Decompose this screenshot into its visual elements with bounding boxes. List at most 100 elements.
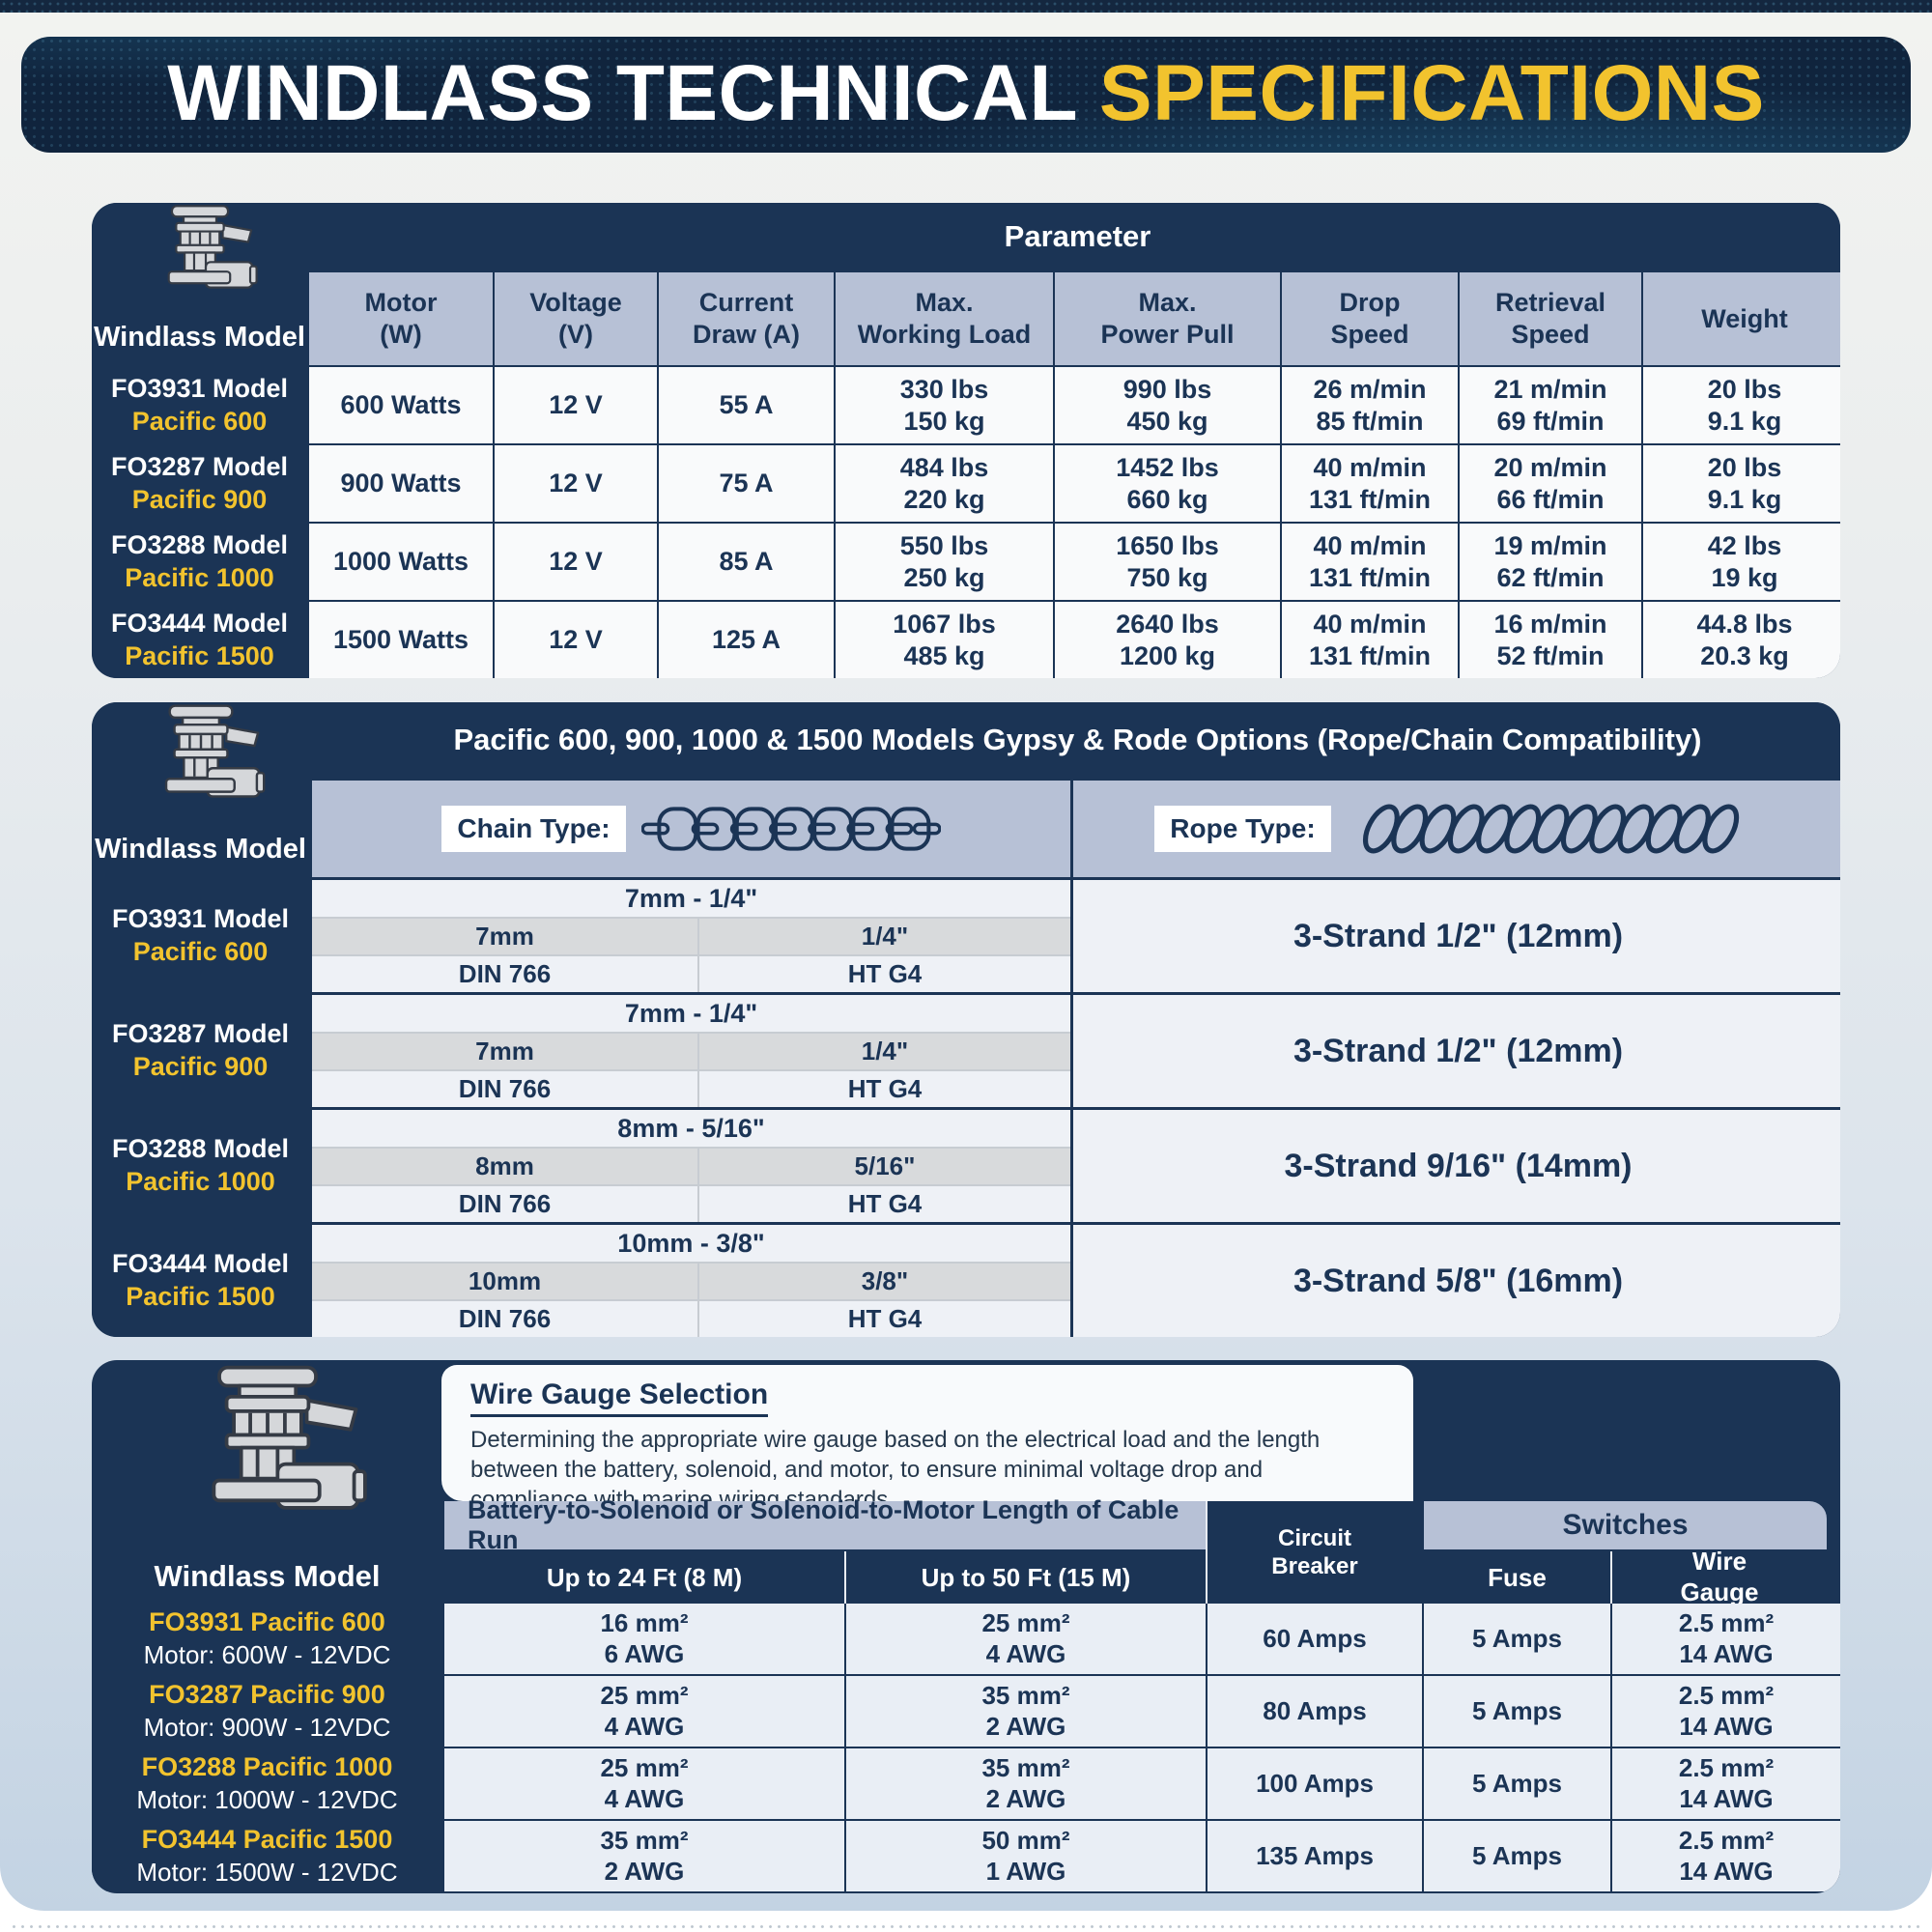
windlass-icon xyxy=(159,1362,376,1553)
spec-cell: 550 lbs 250 kg xyxy=(836,524,1053,600)
spec-col-drop-speed: Drop Speed xyxy=(1282,272,1458,365)
chain-imperial-standard: HT G4 xyxy=(699,1071,1070,1107)
spec-cell: 1067 lbs 485 kg xyxy=(836,602,1053,678)
spec-cell: 20 lbs 9.1 kg xyxy=(1643,367,1840,443)
wire-table: Windlass Model Wire Gauge Selection Dete… xyxy=(92,1360,1840,1893)
spec-cell: 20 lbs 9.1 kg xyxy=(1643,445,1840,522)
spec-cell: 19 m/min 62 ft/min xyxy=(1460,524,1641,600)
spec-table: Windlass Model Parameter Motor (W) Volta… xyxy=(92,203,1840,678)
wire-cell-long: 50 mm² 1 AWG xyxy=(846,1821,1206,1891)
spec-row-model: FO3444 Model Pacific 1500 xyxy=(92,602,307,678)
rode-row-model: FO3444 Model Pacific 1500 xyxy=(92,1225,309,1337)
spec-row-model: FO3287 Model Pacific 900 xyxy=(92,445,307,522)
rope-option: 3-Strand 1/2" (12mm) xyxy=(1073,995,1840,1107)
rode-title: Pacific 600, 900, 1000 & 1500 Models Gyp… xyxy=(312,702,1840,778)
wire-gauge-info-panel: Wire Gauge Selection Determining the app… xyxy=(441,1365,1413,1513)
spec-cell: 85 A xyxy=(659,524,834,600)
chain-imperial-size: 1/4" xyxy=(699,1034,1070,1069)
wire-row-model: FO3931 Pacific 600 Motor: 600W - 12VDC xyxy=(92,1604,442,1674)
spec-col-retrieval-speed: Retrieval Speed xyxy=(1460,272,1641,365)
cable-run-short-header: Up to 24 Ft (8 M) xyxy=(546,1562,743,1592)
spec-cell: 12 V xyxy=(495,524,657,600)
chain-size-range: 7mm - 1/4" xyxy=(312,995,1070,1032)
spec-group-header: Parameter xyxy=(309,203,1840,270)
switches-header: Switches xyxy=(1424,1501,1827,1549)
windlass-icon xyxy=(126,702,276,826)
wire-cell-breaker: 100 Amps xyxy=(1208,1748,1422,1819)
wire-cell-gauge: 2.5 mm² 14 AWG xyxy=(1612,1821,1840,1891)
spec-cell: 1000 Watts xyxy=(309,524,493,600)
chain-size-range: 10mm - 3/8" xyxy=(312,1225,1070,1262)
rode-row-model: FO3931 Model Pacific 600 xyxy=(92,880,309,992)
wire-cell-fuse: 5 Amps xyxy=(1424,1748,1610,1819)
chain-options: 7mm - 1/4" 7mm 1/4" DIN 766 HT G4 xyxy=(312,995,1070,1107)
rode-model-column-header: Windlass Model xyxy=(92,702,309,877)
page-title: WINDLASS TECHNICAL SPECIFICATIONS xyxy=(21,37,1911,153)
wire-cell-long: 35 mm² 2 AWG xyxy=(846,1676,1206,1747)
chain-metric-size: 10mm xyxy=(312,1264,697,1299)
spec-cell: 1650 lbs 750 kg xyxy=(1055,524,1280,600)
chain-metric-standard: DIN 766 xyxy=(312,956,697,992)
cable-run-header: Battery-to-Solenoid or Solenoid-to-Motor… xyxy=(444,1495,1208,1554)
spec-cell: 900 Watts xyxy=(309,445,493,522)
divider xyxy=(1206,1501,1208,1604)
circuit-breaker-header: Circuit Breaker xyxy=(1271,1524,1358,1579)
chain-imperial-size: 1/4" xyxy=(699,919,1070,954)
wire-model-header-label: Windlass Model xyxy=(154,1559,381,1593)
page-title-yellow: SPECIFICATIONS xyxy=(1098,49,1765,137)
bottom-pattern-strip xyxy=(10,1922,1922,1931)
rope-type-label: Rope Type: xyxy=(1154,806,1331,852)
wire-cell-gauge: 2.5 mm² 14 AWG xyxy=(1612,1676,1840,1747)
chain-metric-size: 8mm xyxy=(312,1149,697,1184)
spec-cell: 26 m/min 85 ft/min xyxy=(1282,367,1458,443)
spec-col-working-load: Max. Working Load xyxy=(836,272,1053,365)
spec-cell: 600 Watts xyxy=(309,367,493,443)
cable-run-long-header: Up to 50 Ft (15 M) xyxy=(921,1562,1131,1592)
divider xyxy=(844,1551,846,1604)
spec-cell: 40 m/min 131 ft/min xyxy=(1282,602,1458,678)
top-pattern-strip xyxy=(0,0,1932,13)
rode-row-model: FO3288 Model Pacific 1000 xyxy=(92,1110,309,1222)
chain-size-range: 8mm - 5/16" xyxy=(312,1110,1070,1147)
chain-type-label: Chain Type: xyxy=(441,806,626,852)
chain-type-header: Chain Type: xyxy=(312,781,1070,877)
spec-row-model: FO3931 Model Pacific 600 xyxy=(92,367,307,443)
fuse-header: Fuse xyxy=(1488,1562,1547,1592)
spec-cell: 12 V xyxy=(495,367,657,443)
banner: WINDLASS TECHNICAL SPECIFICATIONS xyxy=(21,37,1911,153)
chain-metric-size: 7mm xyxy=(312,919,697,954)
chain-imperial-standard: HT G4 xyxy=(699,1301,1070,1337)
wire-row-model: FO3288 Pacific 1000 Motor: 1000W - 12VDC xyxy=(92,1748,442,1819)
spec-cell: 40 m/min 131 ft/min xyxy=(1282,445,1458,522)
spec-col-motor: Motor (W) xyxy=(309,272,493,365)
spec-cell: 1452 lbs 660 kg xyxy=(1055,445,1280,522)
chain-icon xyxy=(640,807,941,851)
wire-gauge-header: Wire Gauge xyxy=(1680,1547,1759,1606)
chain-metric-size: 7mm xyxy=(312,1034,697,1069)
page-title-white: WINDLASS TECHNICAL xyxy=(167,49,1077,137)
spec-cell: 75 A xyxy=(659,445,834,522)
wire-row-model: FO3287 Pacific 900 Motor: 900W - 12VDC xyxy=(92,1676,442,1747)
chain-imperial-standard: HT G4 xyxy=(699,956,1070,992)
rode-model-header-label: Windlass Model xyxy=(95,834,306,865)
spec-cell: 1500 Watts xyxy=(309,602,493,678)
windlass-icon xyxy=(125,203,275,314)
wire-row-model: FO3444 Pacific 1500 Motor: 1500W - 12VDC xyxy=(92,1821,442,1891)
rope-icon xyxy=(1362,804,1739,854)
rode-table: Windlass Model Pacific 600, 900, 1000 & … xyxy=(92,702,1840,1337)
wire-cell-long: 25 mm² 4 AWG xyxy=(846,1604,1206,1674)
wire-gauge-info-title: Wire Gauge Selection xyxy=(470,1378,769,1417)
wire-cell-gauge: 2.5 mm² 14 AWG xyxy=(1612,1748,1840,1819)
wire-cell-short: 25 mm² 4 AWG xyxy=(444,1676,844,1747)
divider xyxy=(1610,1551,1612,1604)
spec-cell: 20 m/min 66 ft/min xyxy=(1460,445,1641,522)
wire-cell-breaker: 60 Amps xyxy=(1208,1604,1422,1674)
wire-cell-breaker: 80 Amps xyxy=(1208,1676,1422,1747)
spec-cell: 484 lbs 220 kg xyxy=(836,445,1053,522)
wire-model-column-header: Windlass Model xyxy=(92,1360,442,1604)
chain-metric-standard: DIN 766 xyxy=(312,1186,697,1222)
wire-cell-fuse: 5 Amps xyxy=(1424,1604,1610,1674)
spec-cell: 330 lbs 150 kg xyxy=(836,367,1053,443)
spec-cell: 12 V xyxy=(495,602,657,678)
rode-row-model: FO3287 Model Pacific 900 xyxy=(92,995,309,1107)
